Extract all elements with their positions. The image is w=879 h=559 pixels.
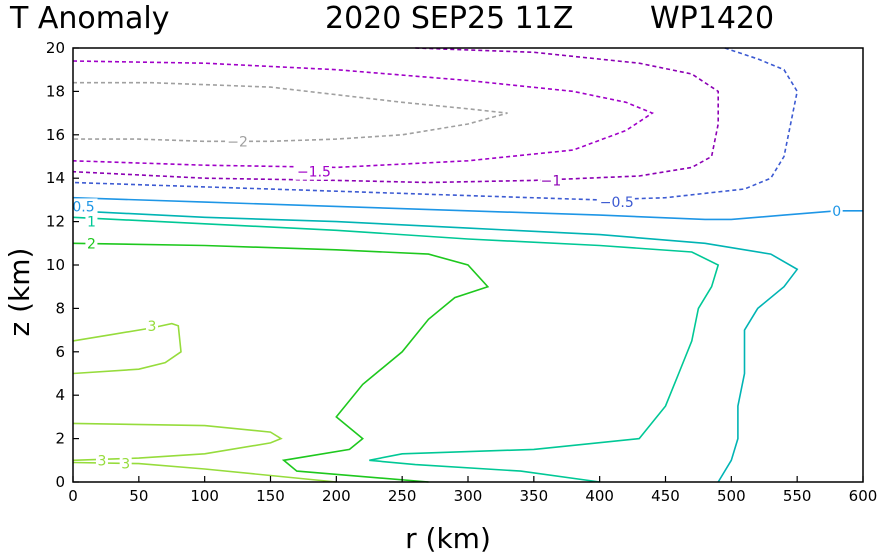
- contour-label: 1: [87, 215, 96, 231]
- contour-label-bg: [598, 194, 635, 211]
- y-tick-label: 0: [55, 473, 65, 491]
- x-tick-label: 0: [68, 487, 78, 505]
- contour-label: 3: [148, 319, 157, 335]
- contour-label-bg: [227, 133, 248, 150]
- contour-label-bg: [540, 172, 561, 189]
- contour-label-bg: [295, 163, 332, 180]
- x-tick-label: 350: [520, 487, 549, 505]
- chart-storm-id: WP1420: [650, 1, 774, 36]
- x-tick-label: 100: [190, 487, 219, 505]
- contour-label-bg: [69, 198, 98, 215]
- contour-line-0p5-5: [72, 210, 799, 483]
- contour-label-bg: [85, 235, 98, 252]
- contour-line-1-6: [72, 216, 720, 483]
- contour-label: 0: [832, 204, 841, 220]
- x-axis-ticks: 0 50 100 150 200 250 300 350 400 450 500 550 600: [68, 476, 877, 505]
- x-tick-label: 200: [322, 487, 351, 505]
- chart-title: T Anomaly: [9, 1, 169, 36]
- contour-label-bg: [85, 213, 98, 230]
- contour-line-2-7: [72, 242, 490, 483]
- contour-label: −0.5: [600, 195, 634, 211]
- contour-label: 0.5: [72, 199, 94, 215]
- y-tick-label: 4: [55, 386, 65, 404]
- x-tick-label: 450: [651, 487, 680, 505]
- x-tick-label: 400: [585, 487, 614, 505]
- y-tick-label: 6: [55, 343, 65, 361]
- x-tick-label: 600: [849, 487, 878, 505]
- y-tick-label: 12: [46, 213, 65, 231]
- y-tick-label: 14: [46, 169, 65, 187]
- contour-line-3-8: [72, 322, 182, 375]
- contour-line-neg1p5-1: [72, 60, 655, 169]
- y-tick-label: 16: [46, 126, 65, 144]
- contour-label: 3: [121, 457, 130, 473]
- contour-lines: [72, 47, 863, 483]
- contour-line-0-4: [72, 196, 863, 221]
- x-tick-label: 50: [129, 487, 148, 505]
- y-tick-label: 18: [46, 82, 65, 100]
- contour-label: 3: [98, 453, 107, 469]
- contour-label: −2: [227, 134, 248, 150]
- x-tick-label: 550: [783, 487, 812, 505]
- y-axis-ticks: 0 2 4 6 8 10 12 14 16 18 20: [46, 39, 79, 491]
- chart-date: 2020 SEP25 11Z: [325, 1, 573, 36]
- x-tick-label: 250: [388, 487, 417, 505]
- contour-label-bg: [95, 452, 108, 469]
- x-tick-label: 300: [454, 487, 483, 505]
- y-tick-label: 10: [46, 256, 65, 274]
- y-axis-label: z (km): [3, 248, 36, 337]
- x-tick-label: 500: [717, 487, 746, 505]
- contour-line-3-10: [72, 461, 337, 483]
- y-tick-label: 2: [55, 430, 65, 448]
- contour-label-bg: [119, 455, 132, 472]
- contour-line-neg0p5-3: [72, 47, 799, 201]
- x-axis-label: r (km): [405, 522, 491, 555]
- x-tick-label: 150: [256, 487, 285, 505]
- y-tick-label: 8: [55, 299, 65, 317]
- contour-label: −1: [541, 173, 562, 189]
- contour-line-neg1-2: [72, 47, 720, 184]
- y-tick-label: 20: [46, 39, 65, 57]
- contour-line-neg2-0: [73, 81, 508, 143]
- contour-label-bg: [830, 202, 843, 219]
- contour-label: 2: [87, 236, 96, 252]
- contour-label: −1.5: [297, 165, 331, 181]
- contour-line-3-9: [72, 422, 283, 462]
- contour-label-bg: [146, 317, 158, 334]
